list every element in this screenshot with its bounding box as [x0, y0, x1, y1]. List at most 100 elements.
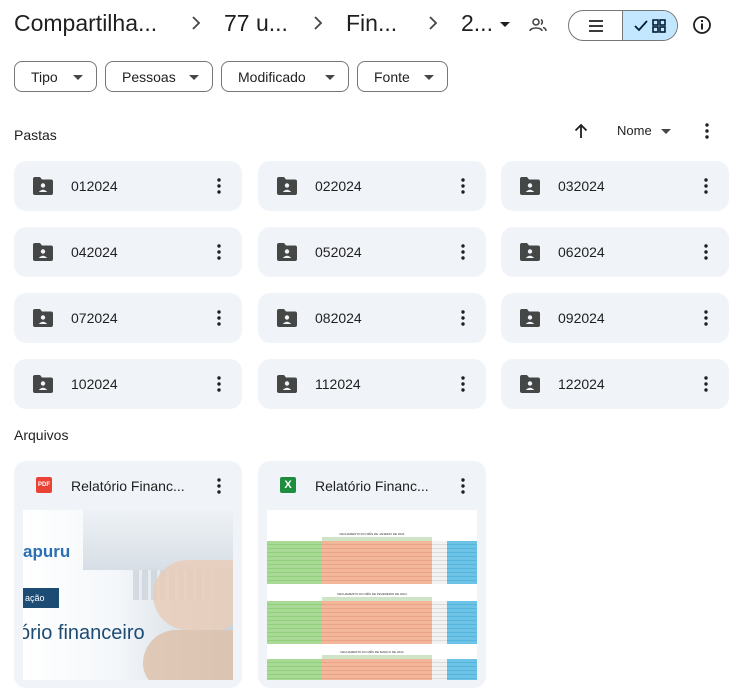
spreadsheet-green-column — [267, 659, 322, 680]
spreadsheet-green-column — [267, 541, 322, 584]
file-thumbnail[interactable]: FECHAMENTO DO MÊS DE JANEIRO DE 2024 FEC… — [267, 510, 477, 680]
shared-folder-icon — [519, 374, 541, 394]
chevron-right-icon — [425, 14, 441, 32]
folder-card-082024[interactable]: 082024 — [258, 293, 486, 343]
filter-chip-source[interactable]: Fonte — [357, 61, 448, 92]
more-options-icon[interactable] — [697, 374, 715, 394]
info-icon[interactable] — [692, 15, 712, 35]
folder-name: 052024 — [315, 244, 362, 260]
grid-view-button[interactable] — [623, 11, 677, 40]
file-name: Relatório Financ... — [315, 478, 429, 494]
more-options-icon[interactable] — [454, 476, 472, 496]
spreadsheet-title: FECHAMENTO DO MÊS DE JANEIRO DE 2024 — [339, 532, 405, 536]
folder-card-032024[interactable]: 032024 — [501, 161, 729, 211]
more-options-icon[interactable] — [210, 374, 228, 394]
folder-card-042024[interactable]: 042024 — [14, 227, 242, 277]
spreadsheet-subheader — [322, 655, 432, 659]
folder-card-052024[interactable]: 052024 — [258, 227, 486, 277]
more-options-icon[interactable] — [454, 374, 472, 394]
spreadsheet-orange-column — [322, 659, 432, 680]
breadcrumb-item-current[interactable]: 2... — [461, 10, 493, 36]
filter-chip-modified[interactable]: Modificado — [221, 61, 349, 92]
spreadsheet-orange-column — [322, 541, 432, 584]
more-options-icon[interactable] — [454, 176, 472, 196]
shared-folder-icon — [519, 242, 541, 262]
shared-folder-icon — [32, 308, 54, 328]
spreadsheet-subheader — [322, 597, 432, 601]
more-options-icon[interactable] — [697, 242, 715, 262]
file-card-pdf[interactable]: PDF Relatório Financ... apuru ação ório … — [14, 461, 242, 688]
folders-section-title: Pastas — [14, 127, 57, 143]
chevron-right-icon — [188, 14, 204, 32]
spreadsheet-subheader — [322, 537, 432, 541]
filter-chip-label: Pessoas — [122, 68, 176, 85]
more-options-icon[interactable] — [454, 308, 472, 328]
spreadsheet-grey-column — [432, 601, 447, 644]
spreadsheet-blue-column — [447, 601, 477, 644]
pdf-icon: PDF — [36, 477, 52, 493]
more-options-icon[interactable] — [210, 176, 228, 196]
filter-chip-label: Tipo — [31, 68, 58, 85]
spreadsheet-orange-column — [322, 601, 432, 644]
breadcrumb-item-3[interactable]: Fin... — [346, 10, 398, 36]
thumbnail-band: ação — [23, 588, 59, 608]
folder-name: 062024 — [558, 244, 605, 260]
thumbnail-hand — [153, 560, 233, 630]
more-options-icon[interactable] — [697, 308, 715, 328]
spreadsheet-title: FECHAMENTO DO MÊS DE FEVEREIRO DE 2024 — [337, 592, 407, 596]
more-options-icon[interactable] — [454, 242, 472, 262]
spreadsheet-grey-column — [432, 659, 447, 680]
spreadsheet-blue-column — [447, 659, 477, 680]
folder-card-062024[interactable]: 062024 — [501, 227, 729, 277]
folder-card-112024[interactable]: 112024 — [258, 359, 486, 409]
file-name: Relatório Financ... — [71, 478, 185, 494]
folder-card-072024[interactable]: 072024 — [14, 293, 242, 343]
folder-name: 112024 — [315, 376, 361, 392]
spreadsheet-block: FECHAMENTO DO MÊS DE MARÇO DE 2024 — [267, 650, 477, 680]
excel-icon: X — [280, 477, 296, 493]
folder-card-122024[interactable]: 122024 — [501, 359, 729, 409]
breadcrumb-item-2[interactable]: 77 u... — [224, 10, 288, 36]
shared-folder-icon — [276, 242, 298, 262]
list-view-button[interactable] — [569, 11, 624, 40]
shared-folder-icon — [519, 308, 541, 328]
breadcrumb-item-shared[interactable]: Compartilha... — [14, 10, 158, 36]
shared-folder-icon — [276, 374, 298, 394]
sort-by-button[interactable]: Nome — [617, 123, 652, 138]
shared-folder-icon — [32, 242, 54, 262]
dropdown-arrow-icon — [424, 75, 434, 80]
shared-folder-icon — [32, 374, 54, 394]
thumbnail-logo-text: apuru — [23, 542, 71, 561]
more-options-icon[interactable] — [210, 476, 228, 496]
folder-card-012024[interactable]: 012024 — [14, 161, 242, 211]
filter-chip-label: Fonte — [374, 68, 410, 85]
file-thumbnail[interactable]: apuru ação ório financeiro — [23, 510, 233, 680]
file-card-excel[interactable]: X Relatório Financ... FECHAMENTO DO MÊS … — [258, 461, 486, 688]
shared-people-icon[interactable] — [528, 15, 548, 35]
filter-chip-people[interactable]: Pessoas — [105, 61, 213, 92]
filter-chip-label: Modificado — [238, 68, 306, 85]
folder-name: 102024 — [71, 376, 118, 392]
check-icon — [634, 19, 648, 31]
folder-name: 092024 — [558, 310, 605, 326]
filter-chip-type[interactable]: Tipo — [14, 61, 97, 92]
more-options-icon[interactable] — [697, 176, 715, 196]
caret-down-icon[interactable] — [500, 22, 510, 27]
caret-down-icon[interactable] — [661, 129, 671, 134]
spreadsheet-grey-column — [432, 541, 447, 584]
folder-name: 022024 — [315, 178, 362, 194]
list-icon — [588, 19, 603, 32]
thumbnail-heading: ório financeiro — [23, 622, 145, 644]
folder-name: 032024 — [558, 178, 605, 194]
more-options-icon[interactable] — [698, 121, 716, 141]
more-options-icon[interactable] — [210, 308, 228, 328]
folder-card-092024[interactable]: 092024 — [501, 293, 729, 343]
more-options-icon[interactable] — [210, 242, 228, 262]
spreadsheet-title: FECHAMENTO DO MÊS DE MARÇO DE 2024 — [340, 650, 404, 654]
grid-icon — [652, 18, 666, 33]
shared-folder-icon — [276, 176, 298, 196]
folder-card-022024[interactable]: 022024 — [258, 161, 486, 211]
folder-card-102024[interactable]: 102024 — [14, 359, 242, 409]
folder-name: 042024 — [71, 244, 118, 260]
arrow-up-icon[interactable] — [572, 122, 590, 140]
